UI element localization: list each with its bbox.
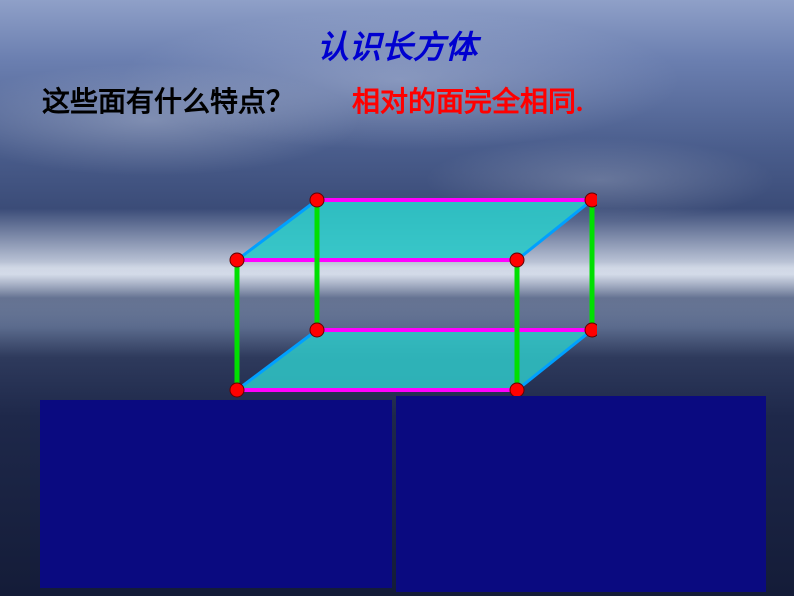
vertex-dot (585, 193, 597, 207)
cuboid-svg (197, 150, 597, 410)
blue-panel-1 (40, 400, 392, 588)
slide-title: 认识长方体 (0, 22, 794, 68)
blue-panel-2 (396, 396, 766, 592)
face-bottom (237, 330, 592, 390)
vertex-dot (310, 193, 324, 207)
answer-text: 相对的面完全相同. (352, 80, 583, 120)
vertex-dot (510, 253, 524, 267)
vertex-dot (510, 383, 524, 397)
vertex-dot (230, 253, 244, 267)
vertex-dot (310, 323, 324, 337)
vertex-dot (585, 323, 597, 337)
face-top (237, 200, 592, 260)
question-text: 这些面有什么特点？ (42, 80, 294, 120)
vertex-dot (230, 383, 244, 397)
cuboid-diagram (197, 150, 597, 410)
